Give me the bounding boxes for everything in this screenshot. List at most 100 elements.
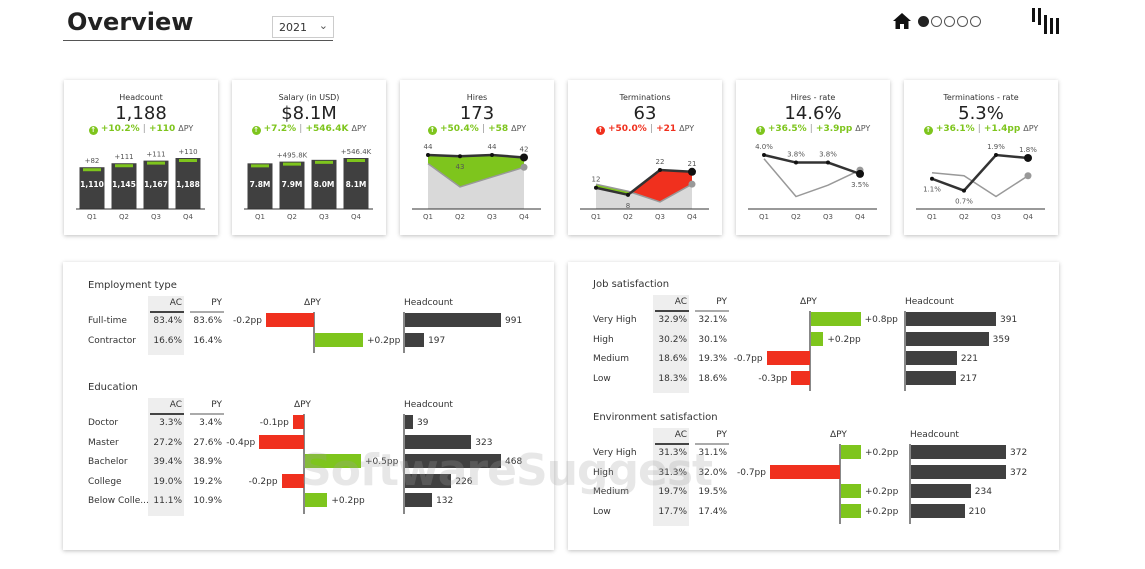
page-dot-3[interactable] bbox=[944, 15, 955, 27]
py-line bbox=[931, 172, 1029, 198]
ac-value: 31.3% bbox=[658, 448, 687, 458]
bar-Q2 bbox=[111, 163, 137, 209]
headcount-bar bbox=[906, 351, 957, 365]
point-label: 42 bbox=[520, 145, 529, 153]
py-underline bbox=[190, 311, 224, 313]
delta-bar bbox=[841, 503, 861, 518]
kpi-card-hires-rate: Hires - rate 14.6% ↑ +36.5% | +3.9pp ΔPY 4… bbox=[736, 80, 890, 235]
table-title: Environment satisfaction bbox=[593, 412, 718, 423]
row-label: Low bbox=[593, 373, 611, 384]
delta-label: ΔPY bbox=[511, 124, 527, 133]
page-dot-4[interactable] bbox=[957, 15, 968, 27]
x-tick-label: Q2 bbox=[119, 213, 129, 221]
year-dropdown[interactable]: 2021 ⌄ bbox=[272, 16, 334, 38]
delta-cap bbox=[315, 160, 333, 164]
ac-line bbox=[595, 168, 693, 197]
delta-header: ΔPY bbox=[800, 297, 817, 307]
headcount-bar bbox=[906, 312, 996, 326]
ac-point bbox=[994, 153, 998, 157]
py-value: 18.6% bbox=[698, 373, 727, 384]
headcount-header: Headcount bbox=[404, 400, 453, 410]
bar-Q1 bbox=[79, 167, 105, 209]
headcount-bar bbox=[405, 493, 433, 507]
ac-line bbox=[931, 153, 1029, 193]
headcount-bar bbox=[911, 464, 1006, 479]
delta-absolute: +3.9pp bbox=[815, 124, 853, 134]
card-value: 5.3% bbox=[958, 103, 1004, 124]
delta-label: ΔPY bbox=[679, 124, 695, 133]
page-dot-2[interactable] bbox=[931, 15, 942, 27]
py-value: 3.4% bbox=[199, 418, 222, 428]
delta-absolute: +58 bbox=[488, 124, 509, 134]
py-value: 10.9% bbox=[193, 496, 222, 506]
point-label: 1.9% bbox=[987, 143, 1005, 151]
page-dot-1[interactable] bbox=[918, 15, 929, 27]
headcount-bar bbox=[405, 473, 452, 488]
headcount-value: 226 bbox=[455, 476, 473, 487]
bar-Q4 bbox=[343, 158, 369, 209]
point-label: 1.8% bbox=[1019, 146, 1037, 154]
headcount-value: 197 bbox=[428, 335, 446, 346]
card-title: Terminations - rate bbox=[943, 93, 1019, 102]
ac-point bbox=[762, 153, 766, 157]
py-value: 31.1% bbox=[698, 448, 727, 458]
point-label: 44 bbox=[424, 143, 433, 151]
delta-label: -0.1pp bbox=[259, 418, 289, 428]
headcount-header: Headcount bbox=[910, 430, 959, 440]
py-header: PY bbox=[211, 298, 222, 308]
row-label: High bbox=[593, 467, 614, 478]
delta-cap bbox=[251, 164, 269, 168]
delta-cap bbox=[147, 161, 165, 165]
x-tick-label: Q3 bbox=[487, 213, 497, 221]
delta-bar bbox=[841, 484, 861, 498]
card-title: Headcount bbox=[119, 93, 163, 102]
ac-value: 16.6% bbox=[153, 335, 182, 346]
bar-label: 1,188 bbox=[176, 180, 200, 189]
card-value: 1,188 bbox=[115, 103, 167, 124]
page-dot-5[interactable] bbox=[970, 15, 981, 27]
row-label: Master bbox=[88, 437, 119, 448]
ac-header: AC bbox=[674, 430, 687, 440]
page-title: Overview bbox=[67, 8, 194, 36]
headcount-value: 39 bbox=[417, 418, 429, 428]
ac-underline bbox=[655, 310, 689, 312]
ac-underline bbox=[150, 413, 184, 415]
x-tick-label: Q3 bbox=[655, 213, 665, 221]
watermark: SoftwareSuggest bbox=[300, 445, 713, 496]
delta-percent: +7.2% bbox=[263, 124, 297, 134]
delta-label: +0.2pp bbox=[865, 487, 899, 497]
delta-percent: +10.2% bbox=[100, 124, 140, 134]
bar-delta-label: +546.4K bbox=[341, 148, 372, 156]
py-value: 19.3% bbox=[698, 354, 727, 364]
bar-delta-label: +111 bbox=[114, 153, 133, 161]
point-label: 43 bbox=[456, 163, 465, 171]
x-tick-label: Q2 bbox=[455, 213, 465, 221]
headcount-header: Headcount bbox=[404, 298, 453, 308]
headcount-value: 359 bbox=[992, 334, 1010, 345]
py-last-point bbox=[1024, 172, 1032, 180]
bar-label: 8.1M bbox=[346, 180, 367, 189]
delta-bar bbox=[770, 464, 840, 479]
right-panel bbox=[568, 262, 1059, 550]
x-tick-label: Q4 bbox=[183, 213, 194, 221]
row-label: College bbox=[88, 476, 122, 487]
delta-label: +0.5pp bbox=[365, 457, 399, 467]
x-tick-label: Q1 bbox=[87, 213, 97, 221]
headcount-axis bbox=[403, 414, 405, 514]
headcount-bar bbox=[405, 454, 501, 468]
delta-axis bbox=[313, 312, 315, 353]
delta-cap bbox=[179, 159, 197, 162]
ac-point bbox=[658, 168, 662, 172]
ac-value: 30.2% bbox=[658, 334, 687, 345]
headcount-bar bbox=[906, 331, 989, 346]
py-line bbox=[427, 162, 525, 188]
card-value: 173 bbox=[459, 103, 495, 124]
ac-line bbox=[427, 153, 525, 159]
ac-point bbox=[794, 160, 798, 165]
ac-underline bbox=[150, 311, 184, 313]
py-header: PY bbox=[211, 400, 222, 410]
chevron-down-icon: ⌄ bbox=[318, 19, 328, 32]
point-label: 4.0% bbox=[755, 143, 773, 151]
headcount-value: 234 bbox=[974, 487, 992, 497]
home-icon[interactable] bbox=[892, 12, 912, 30]
